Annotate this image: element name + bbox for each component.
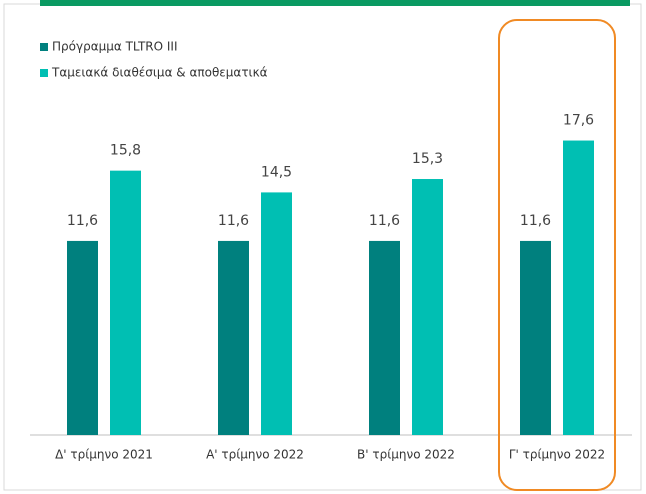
value-label: 15,8: [110, 143, 141, 159]
x-tick-label: Α' τρίμηνο 2022: [206, 448, 304, 462]
bar: [412, 179, 443, 435]
value-label: 11,6: [520, 213, 551, 229]
bar: [110, 170, 141, 435]
bar: [563, 140, 594, 436]
legend-label: Ταμειακά διαθέσιμα & αποθεματικά: [51, 66, 268, 80]
bar: [67, 240, 98, 435]
bar: [369, 240, 400, 435]
bar: [520, 240, 551, 435]
x-tick-label: Β' τρίμηνο 2022: [357, 448, 455, 462]
value-label: 14,5: [261, 164, 292, 180]
value-label: 11,6: [67, 213, 98, 229]
value-label: 17,6: [563, 113, 594, 129]
bar: [218, 240, 249, 435]
legend-swatch: [40, 69, 48, 77]
legend-label: Πρόγραμμα TLTRO III: [52, 40, 178, 54]
x-tick-label: Γ' τρίμηνο 2022: [509, 448, 605, 462]
title-strip: [40, 0, 630, 6]
x-tick-label: Δ' τρίμηνο 2021: [55, 448, 153, 462]
legend-swatch: [40, 43, 48, 51]
value-label: 11,6: [369, 213, 400, 229]
bar: [261, 192, 292, 435]
highlight-box: [498, 19, 616, 491]
value-label: 15,3: [412, 151, 443, 167]
value-label: 11,6: [218, 213, 249, 229]
